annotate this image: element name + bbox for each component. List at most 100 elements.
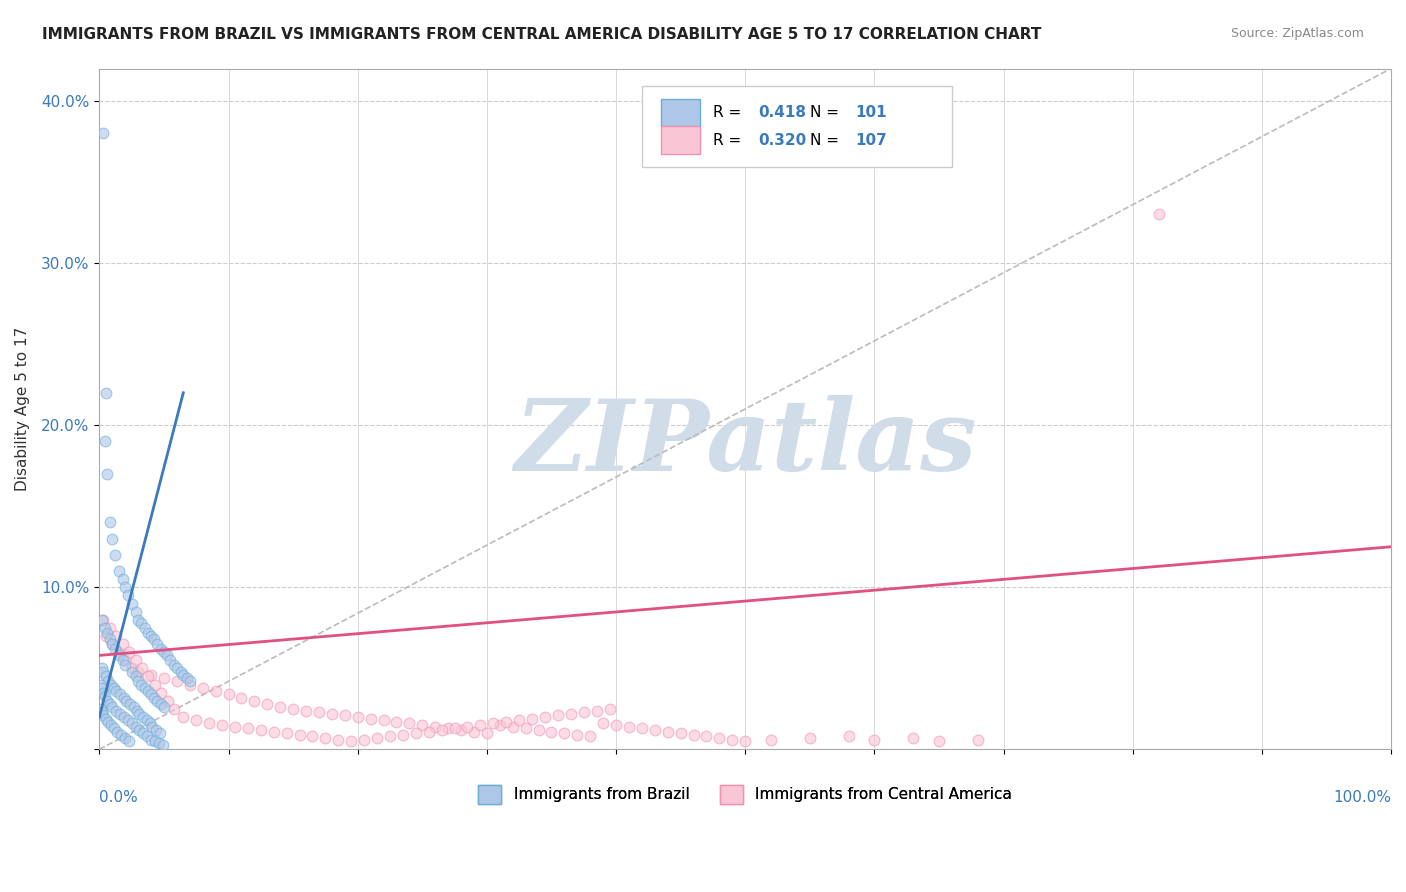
Point [256, 697, 278, 711]
Point [721, 732, 744, 747]
Point [114, 658, 136, 673]
Point [107, 724, 129, 739]
Point [148, 736, 170, 750]
Point [301, 730, 323, 744]
Point [450, 723, 472, 737]
Point [475, 726, 498, 740]
Point [139, 732, 162, 747]
Point [96, 694, 118, 708]
Point [97, 674, 120, 689]
Point [90, 702, 112, 716]
Point [108, 687, 131, 701]
Point [131, 661, 153, 675]
Point [502, 720, 524, 734]
Point [124, 669, 146, 683]
Point [540, 724, 562, 739]
Point [163, 702, 186, 716]
Point [243, 694, 266, 708]
Point [281, 702, 304, 716]
Point [93, 621, 115, 635]
Point [139, 629, 162, 643]
Point [592, 716, 614, 731]
Point [218, 687, 240, 701]
Point [482, 716, 505, 731]
Point [138, 625, 160, 640]
Point [101, 637, 124, 651]
Point [96, 625, 118, 640]
Point [129, 677, 152, 691]
Point [630, 722, 652, 736]
Point [734, 734, 756, 748]
Point [966, 732, 988, 747]
Point [120, 697, 142, 711]
Point [128, 723, 150, 737]
Text: 107: 107 [855, 133, 887, 147]
Point [127, 674, 149, 689]
Point [118, 734, 141, 748]
Point [346, 710, 368, 724]
Point [90, 705, 112, 719]
Point [98, 621, 121, 635]
Point [179, 674, 201, 689]
Point [97, 714, 120, 729]
Point [153, 671, 176, 685]
Point [385, 714, 408, 729]
Point [105, 629, 128, 643]
Point [276, 726, 298, 740]
Point [112, 690, 135, 705]
Point [121, 716, 143, 731]
Point [105, 684, 128, 698]
Point [669, 726, 692, 740]
Point [456, 720, 478, 734]
Point [560, 706, 582, 721]
Point [121, 597, 143, 611]
Point [143, 677, 166, 691]
Point [110, 728, 132, 742]
Point [104, 548, 127, 562]
Text: 0.0%: 0.0% [100, 790, 138, 805]
Point [139, 687, 162, 701]
Point [150, 686, 173, 700]
Point [129, 615, 152, 630]
Point [114, 653, 136, 667]
Point [107, 645, 129, 659]
Point [520, 712, 543, 726]
Point [172, 710, 194, 724]
Point [269, 700, 291, 714]
Point [224, 720, 246, 734]
Point [90, 681, 112, 695]
Point [91, 127, 114, 141]
Point [534, 710, 557, 724]
Point [340, 734, 363, 748]
Point [94, 712, 117, 726]
Point [405, 726, 427, 740]
Point [567, 728, 589, 742]
Point [585, 704, 607, 718]
Point [411, 718, 433, 732]
Point [121, 661, 143, 675]
Text: N =: N = [810, 133, 844, 147]
Point [124, 720, 146, 734]
Point [463, 724, 485, 739]
Point [527, 723, 550, 737]
Point [153, 645, 176, 659]
Point [91, 708, 114, 723]
Point [579, 730, 602, 744]
Point [314, 731, 336, 745]
Point [1147, 207, 1170, 221]
Point [515, 722, 537, 736]
Point [127, 665, 149, 679]
Point [333, 708, 356, 723]
Point [172, 668, 194, 682]
Point [101, 700, 124, 714]
Point [152, 738, 174, 752]
Point [132, 726, 155, 740]
Text: ZIPatlas: ZIPatlas [515, 395, 976, 491]
Point [470, 718, 492, 732]
Point [117, 589, 139, 603]
Point [353, 732, 375, 747]
Point [98, 697, 121, 711]
Point [695, 730, 717, 744]
Point [328, 732, 350, 747]
Point [136, 713, 159, 727]
